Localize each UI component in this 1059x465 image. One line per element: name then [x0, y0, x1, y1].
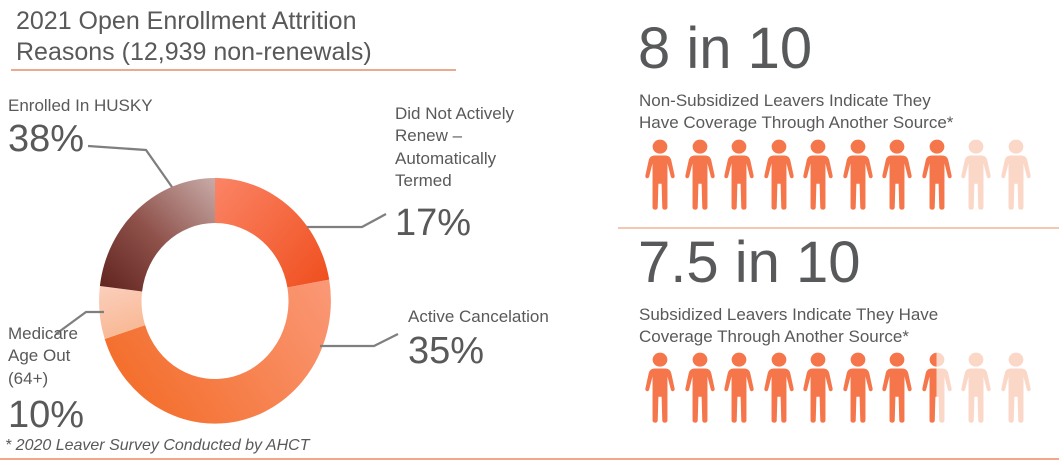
- page-title: 2021 Open Enrollment Attrition Reasons (…: [16, 6, 372, 68]
- leader-line-husky: [87, 144, 173, 188]
- person-icon-shape: [882, 139, 912, 210]
- person-icon-shape: [684, 352, 715, 423]
- callout-label: Renew –: [395, 126, 463, 146]
- leader-line-did-not-renew: [307, 213, 387, 229]
- callout-percentage: 38%: [8, 118, 85, 161]
- person-icon-shape: [921, 139, 952, 210]
- person-icon-shape: [1000, 352, 1031, 423]
- stat-description-line: Non-Subsidized Leavers Indicate They: [639, 91, 931, 110]
- callout-medicare-age-out: Medicare Age Out (64+) 10%: [8, 323, 84, 438]
- callout-label: Age Out: [8, 346, 71, 366]
- leader-line-active-cancelation: [320, 332, 399, 348]
- title-underline: [11, 69, 456, 71]
- donut-segment-medicare-age-out: [99, 286, 146, 339]
- person-icon-shape: [803, 352, 833, 423]
- title-line-1: 2021 Open Enrollment Attrition: [16, 7, 357, 35]
- person-icon-shape: [645, 352, 675, 423]
- person-icon-filled: [880, 352, 914, 424]
- callout-label: Enrolled In HUSKY: [8, 96, 153, 115]
- donut-chart: [55, 144, 399, 424]
- stat-description-subsidized: Subsidized Leavers Indicate They Have Co…: [639, 304, 938, 347]
- footnote: * 2020 Leaver Survey Conducted by AHCT: [5, 437, 310, 454]
- callout-percentage: 35%: [408, 330, 485, 373]
- person-icon-shape: [961, 139, 991, 210]
- callout-label: Did Not Actively: [395, 104, 515, 123]
- person-icon-filled: [683, 139, 717, 211]
- person-icon-filled: [841, 352, 875, 424]
- person-icon-shape: [1000, 139, 1031, 210]
- person-icon-filled: [801, 139, 835, 211]
- bottom-accent-line: [0, 458, 1059, 460]
- person-icon-faded: [959, 139, 993, 211]
- stat-description-line: Subsidized Leavers Indicate They Have: [639, 305, 939, 324]
- person-icon-shape: [645, 139, 675, 210]
- donut-segment-did-not-renew: [215, 178, 330, 288]
- person-icon-faded: [999, 139, 1033, 211]
- stat-headline-non-subsidized: 8 in 10: [638, 16, 813, 81]
- person-icon-faded: [959, 352, 993, 424]
- person-icon-shape: [763, 352, 794, 423]
- person-icon-filled: [841, 139, 875, 211]
- section-divider: [618, 227, 1059, 229]
- callout-label: Active Cancelation: [408, 307, 549, 326]
- callout-label: Automatically: [395, 148, 497, 168]
- stat-headline-subsidized: 7.5 in 10: [638, 230, 861, 295]
- person-icon-filled: [722, 139, 756, 211]
- callout-label: Termed: [395, 171, 452, 191]
- person-icon-shape: [961, 352, 991, 423]
- person-icon-filled: [643, 139, 677, 211]
- person-icon-shape: [763, 139, 794, 210]
- callout-label: (64+): [8, 368, 49, 388]
- person-icon-filled: [643, 352, 677, 424]
- person-icon-half-overlay: [920, 352, 937, 424]
- callout-label: Medicare: [8, 324, 78, 343]
- pictograph-row-non-subsidized: [643, 139, 1033, 211]
- donut-segment-enrolled-husky: [99, 178, 215, 292]
- person-icon-shape: [724, 352, 754, 423]
- person-icon-shape: [882, 352, 912, 423]
- person-icon-half-filled: [920, 352, 954, 424]
- pictograph-row-subsidized: [643, 352, 1033, 424]
- title-line-2: Reasons (12,939 non-renewals): [16, 38, 372, 66]
- stat-description-line: Have Coverage Through Another Source*: [639, 112, 954, 132]
- leader-line-medicare: [55, 310, 104, 335]
- person-icon-faded: [999, 352, 1033, 424]
- donut-segment-active-cancelation: [104, 279, 331, 424]
- person-icon-shape: [842, 352, 873, 423]
- stat-description-line: Coverage Through Another Source*: [639, 326, 909, 346]
- callout-enrolled-husky: Enrolled In HUSKY 38%: [8, 95, 153, 162]
- callout-percentage: 17%: [395, 201, 472, 244]
- person-icon-filled: [920, 139, 954, 211]
- person-icon-filled: [880, 139, 914, 211]
- person-icon-shape: [803, 139, 833, 210]
- person-icon-filled: [722, 352, 756, 424]
- callout-percentage: 10%: [8, 394, 85, 437]
- person-icon-filled: [762, 139, 796, 211]
- callout-did-not-renew: Did Not Actively Renew – Automatically T…: [395, 103, 545, 245]
- person-icon-shape: [842, 139, 873, 210]
- person-icon-shape: [724, 139, 754, 210]
- person-icon-filled: [801, 352, 835, 424]
- callout-active-cancelation: Active Cancelation 35%: [408, 306, 549, 374]
- person-icon-shape: [921, 352, 937, 423]
- person-icon-filled: [683, 352, 717, 424]
- person-icon-filled: [762, 352, 796, 424]
- person-icon-shape: [684, 139, 715, 210]
- stat-description-non-subsidized: Non-Subsidized Leavers Indicate They Hav…: [639, 90, 953, 133]
